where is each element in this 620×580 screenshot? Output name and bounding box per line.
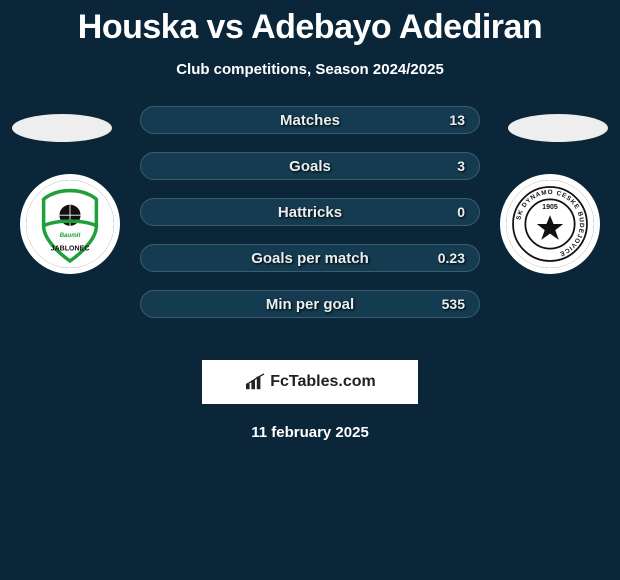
stat-label: Matches — [280, 112, 340, 129]
stat-value: 0.23 — [438, 250, 465, 266]
stat-value: 3 — [457, 158, 465, 174]
stat-label: Hattricks — [278, 204, 342, 221]
bars-icon — [244, 373, 266, 391]
page-title: Houska vs Adebayo Adediran — [0, 0, 620, 47]
stat-row: Matches 13 — [140, 106, 480, 134]
stat-label: Goals per match — [251, 250, 369, 267]
brand-text: FcTables.com — [270, 373, 376, 391]
svg-text:JABLONEC: JABLONEC — [51, 245, 90, 252]
left-club-logo: Baumit JABLONEC — [20, 174, 120, 274]
stat-row: Goals per match 0.23 — [140, 244, 480, 272]
stat-row: Hattricks 0 — [140, 198, 480, 226]
stats-list: Matches 13 Goals 3 Hattricks 0 Goals per… — [140, 106, 480, 318]
date-line: 11 february 2025 — [0, 424, 620, 441]
stat-label: Goals — [289, 158, 331, 175]
comparison-row: Baumit JABLONEC SK DYNAMO CESKE BUDEJOVI… — [0, 106, 620, 336]
svg-text:1905: 1905 — [542, 204, 558, 211]
jablonec-crest-icon: Baumit JABLONEC — [26, 180, 114, 268]
stat-row: Min per goal 535 — [140, 290, 480, 318]
subtitle: Club competitions, Season 2024/2025 — [0, 61, 620, 78]
right-shadow-ellipse — [508, 114, 608, 142]
stat-label: Min per goal — [266, 296, 354, 313]
brand-box: FcTables.com — [202, 360, 418, 404]
stat-row: Goals 3 — [140, 152, 480, 180]
stat-value: 535 — [442, 296, 465, 312]
stat-value: 13 — [449, 112, 465, 128]
left-shadow-ellipse — [12, 114, 112, 142]
dynamo-crest-icon: SK DYNAMO CESKE BUDEJOVICE 1905 — [506, 180, 594, 268]
stat-value: 0 — [457, 204, 465, 220]
right-club-logo: SK DYNAMO CESKE BUDEJOVICE 1905 — [500, 174, 600, 274]
svg-text:Baumit: Baumit — [60, 232, 82, 239]
